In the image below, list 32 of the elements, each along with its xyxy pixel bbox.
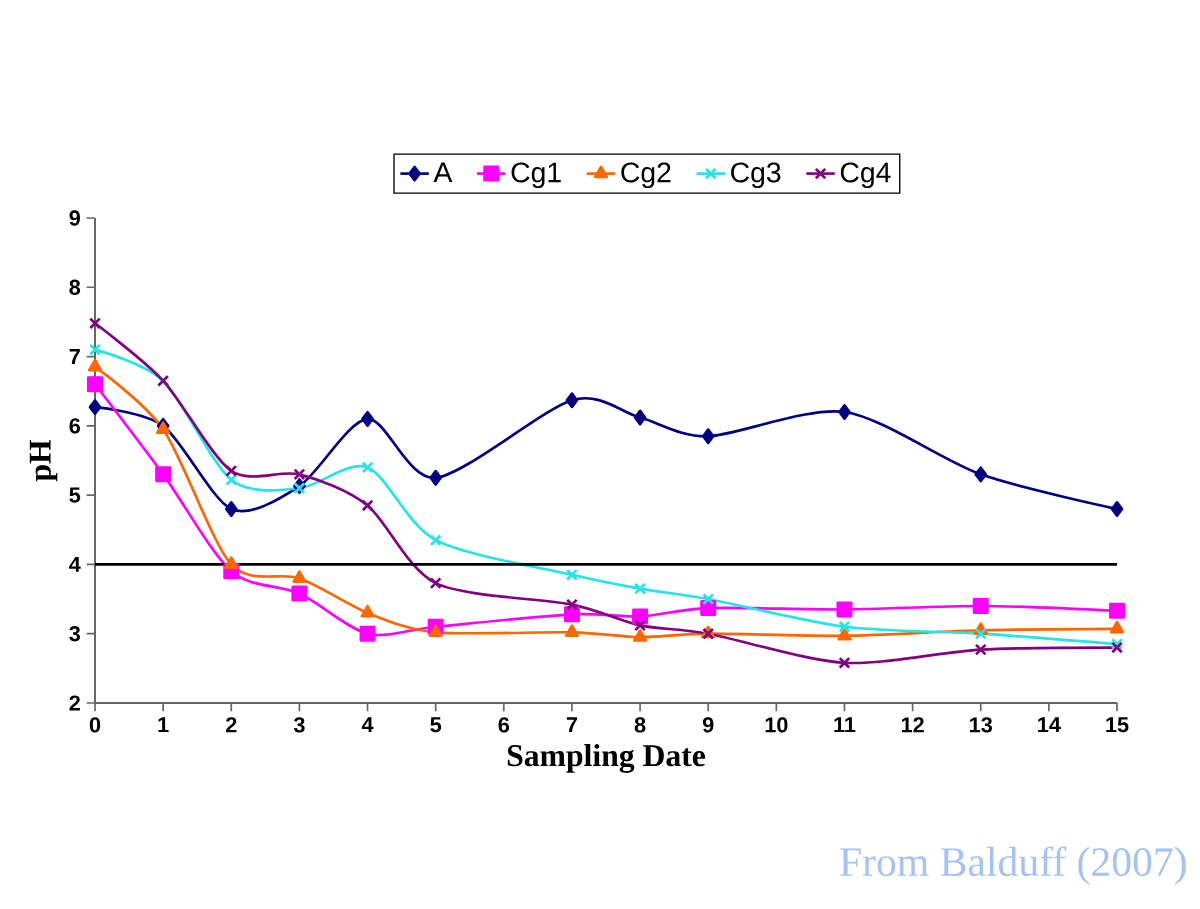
text: From Balduff (2007) [840,846,1186,885]
y-tick-label: 7 [69,349,80,365]
x-tick-label: 8 [634,717,646,733]
y-tick-label: 6 [69,418,80,434]
x-tick-label: 12 [901,717,924,733]
x-tick-label: 1 [158,717,169,733]
x-axis-title: Sampling Date [507,744,706,773]
x-tick-label: 15 [1106,717,1129,733]
legend-label: Cg2 [621,162,671,189]
y-tick-label: 9 [69,210,80,226]
y-tick-label: 4 [69,556,81,572]
y-tick-label: 8 [69,279,81,295]
legend-label: A [433,162,453,183]
legend-label: Cg1 [511,162,561,189]
y-tick-label: 2 [69,695,80,711]
y-tick-label: 5 [69,487,81,503]
legend-label: Cg4 [840,162,891,189]
legend-label: Cg3 [731,162,781,189]
x-tick-label: 9 [702,717,714,733]
x-tick-label: 10 [765,717,788,733]
x-tick-label: 6 [498,717,510,733]
x-tick-label: 2 [226,717,237,733]
y-axis-title: pH [29,439,58,482]
x-tick-label: 14 [1038,717,1061,733]
x-tick-label: 3 [293,717,305,733]
x-tick-label: 13 [970,717,992,733]
x-tick-label: 0 [89,717,101,733]
x-tick-label: 7 [566,717,578,733]
y-tick-label: 3 [69,626,80,642]
x-tick-label: 11 [834,717,856,733]
x-tick-label: 4 [361,717,374,733]
x-tick-label: 5 [430,717,442,733]
